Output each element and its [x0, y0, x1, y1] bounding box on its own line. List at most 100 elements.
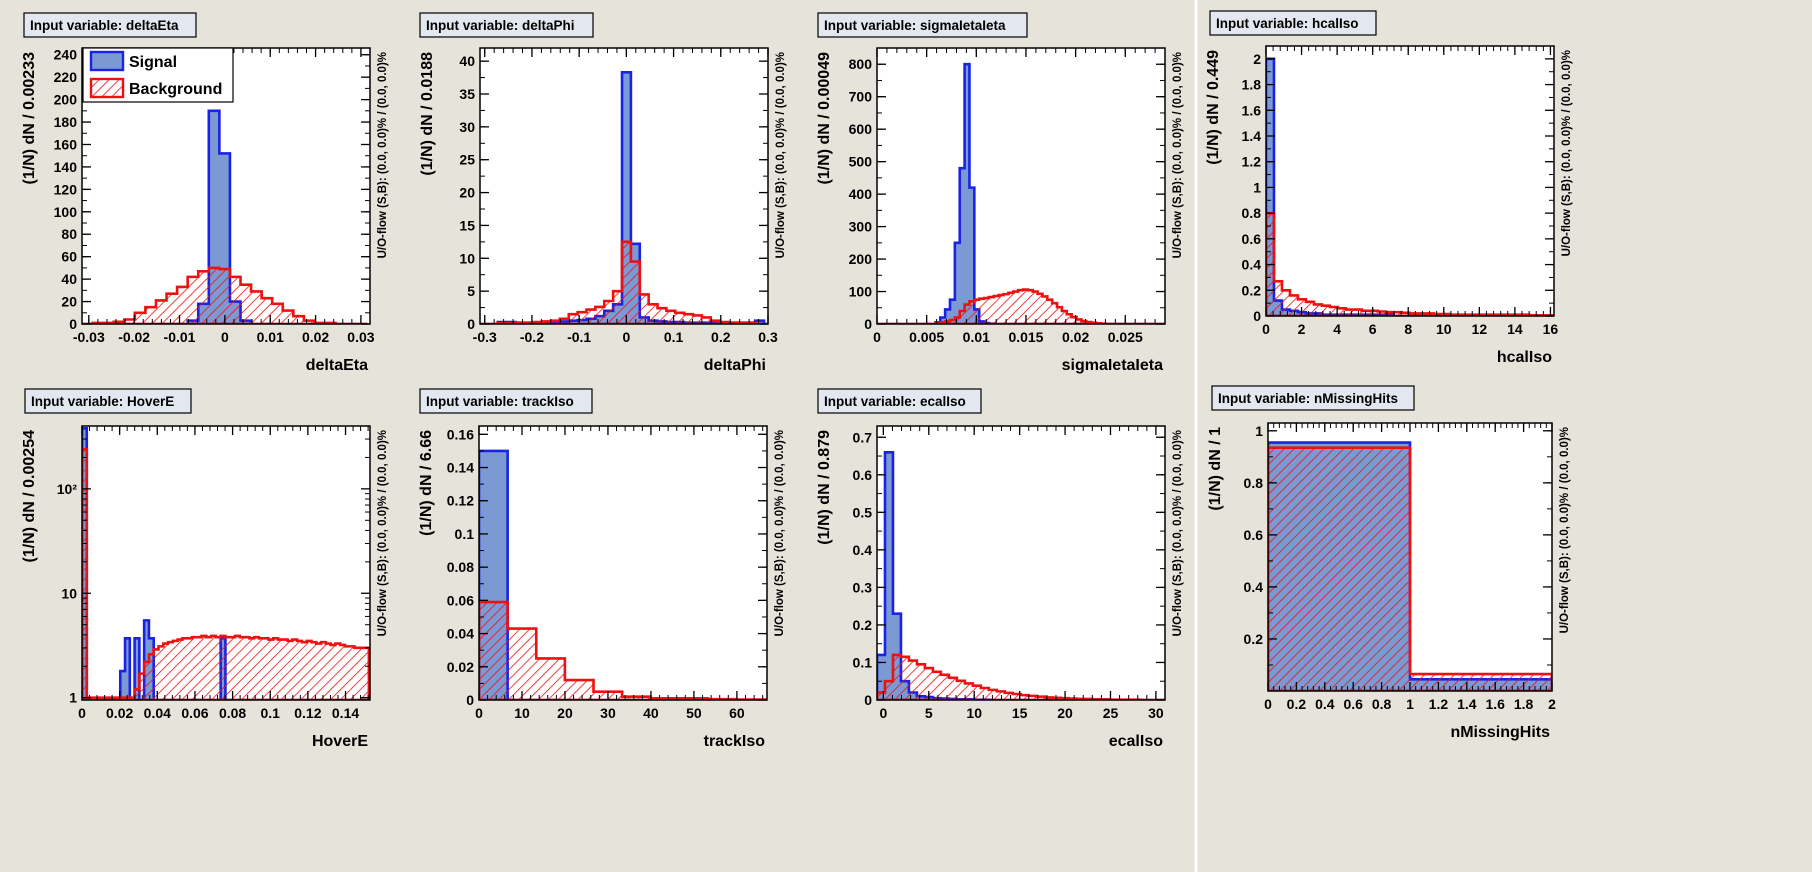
x-tick-label: 10: [1436, 321, 1452, 337]
chart-panel: Input variable: deltaPhi -0.3 -0.2 -0.1 0 0.1…: [419, 12, 787, 374]
chart-title: Input variable: hcalIso: [1216, 16, 1359, 31]
y-tick-label: 0.4: [1244, 579, 1264, 595]
y-tick-label: 0.1: [455, 526, 475, 542]
y-tick-label: 20: [459, 185, 475, 201]
y-tick-label: 0.04: [447, 626, 474, 642]
x-tick-label: 10: [514, 705, 530, 721]
x-tick-label: 0: [221, 329, 229, 345]
x-axis-label: ecalIso: [1109, 733, 1163, 750]
x-tick-label: 0.8: [1372, 696, 1392, 712]
y-tick-label: 60: [61, 249, 77, 265]
y-tick-label: 10: [61, 585, 77, 601]
y-tick-label: 500: [849, 154, 873, 170]
chart-panel: Input variable: deltaEta -0.03 -0.02 -0.01 0…: [21, 12, 389, 374]
x-tick-label: 1.2: [1429, 696, 1449, 712]
x-tick-label: 14: [1507, 321, 1523, 337]
x-tick-label: 1.6: [1485, 696, 1505, 712]
y-tick-label: 20: [61, 294, 77, 310]
overflow-label: U/O-flow (S,B): (0.0, 0.0)% / (0.0, 0.0)…: [377, 52, 389, 258]
x-tick-label: 0: [1262, 321, 1270, 337]
overflow-label: U/O-flow (S,B): (0.0, 0.0)% / (0.0, 0.0)…: [1561, 50, 1573, 256]
chart-title: Input variable: HoverE: [31, 394, 174, 409]
y-tick-label: 1.2: [1242, 154, 1262, 170]
x-tick-label: 16: [1543, 321, 1559, 337]
y-tick-label: 300: [849, 219, 873, 235]
y-tick-label: 0.7: [853, 429, 873, 445]
y-tick-label: 35: [459, 86, 475, 102]
x-tick-label: 8: [1404, 321, 1412, 337]
chart-title-box: [23, 12, 197, 38]
x-tick-label: 0.12: [294, 705, 321, 721]
y-tick-label: 0.4: [1242, 257, 1262, 273]
y-axis-label: (1/N) dN / 0.0188: [419, 52, 436, 176]
y-tick-label: 1.8: [1242, 77, 1262, 93]
x-axis-label: trackIso: [704, 733, 766, 750]
x-tick-label: 4: [1333, 321, 1341, 337]
chart-title: Input variable: deltaEta: [30, 18, 179, 33]
y-tick-label: 40: [61, 271, 77, 287]
signal-histogram: [82, 109, 368, 324]
histograms: [82, 109, 368, 324]
y-tick-label: 30: [459, 119, 475, 135]
x-tick-label: 0.005: [909, 329, 944, 345]
y-tick-label: 0.2: [1242, 282, 1262, 298]
y-tick-label: 140: [54, 159, 78, 175]
plot-frame: [479, 47, 769, 325]
chart-title-box: [419, 12, 594, 38]
background-histogram: [1266, 211, 1554, 316]
x-tick-label: 6: [1369, 321, 1377, 337]
signal-histogram: [479, 449, 767, 700]
x-tick-label: -0.02: [118, 329, 150, 345]
chart-title-box: [817, 12, 1028, 38]
x-tick-label: 0.14: [332, 705, 359, 721]
y-tick-label: 240: [54, 47, 78, 63]
x-tick-label: -0.03: [73, 329, 105, 345]
chart-title-box: [817, 388, 982, 414]
y-tick-label: 200: [54, 92, 78, 108]
y-tick-label: 0.16: [447, 426, 474, 442]
plot-area: [877, 426, 1165, 700]
background-histogram: [877, 653, 1165, 700]
y-tick-label: 0.8: [1242, 205, 1262, 221]
background-histogram: [1268, 446, 1552, 691]
x-tick-label: 60: [729, 705, 745, 721]
x-tick-label: 0: [873, 329, 881, 345]
y-tick-label: 80: [61, 226, 77, 242]
y-tick-label: 100: [54, 204, 78, 220]
y-tick-label: 400: [849, 186, 873, 202]
chart-title-box: [24, 388, 192, 414]
plot-area: [1266, 46, 1554, 316]
plot-frame: [478, 425, 768, 701]
y-tick-label: 0: [864, 692, 872, 708]
y-tick-label: 0.08: [447, 559, 474, 575]
x-tick-label: 0: [879, 705, 887, 721]
x-tick-label: 0.1: [261, 705, 281, 721]
y-tick-label: 220: [54, 69, 78, 85]
x-tick-label: 0.08: [219, 705, 246, 721]
x-tick-label: 1.8: [1514, 696, 1534, 712]
y-tick-label: 0.1: [853, 654, 873, 670]
x-tick-label: 0: [1264, 696, 1272, 712]
plot-frame: [876, 47, 1166, 325]
x-tick-label: 0.3: [758, 329, 778, 345]
chart-title-box: [1209, 10, 1377, 36]
plot-area: [877, 48, 1165, 324]
chart-title: Input variable: deltaPhi: [426, 18, 575, 33]
y-tick-label: 10²: [57, 481, 78, 497]
x-axis-label: sigmaIetaIeta: [1062, 357, 1163, 374]
x-tick-label: 1.4: [1457, 696, 1477, 712]
chart-title: Input variable: trackIso: [426, 394, 574, 409]
x-tick-label: 25: [1103, 705, 1119, 721]
y-tick-label: 0: [1253, 308, 1261, 324]
y-tick-label: 0.2: [1244, 631, 1264, 647]
chart-panel: Input variable: ecalIso 0 5 10 15 20 25 30 0 0.1 0…: [816, 388, 1184, 750]
y-tick-label: 15: [459, 217, 475, 233]
y-tick-label: 0: [69, 316, 77, 332]
plot-frame: [81, 425, 371, 701]
x-tick-label: 10: [966, 705, 982, 721]
x-tick-label: 1: [1406, 696, 1414, 712]
y-tick-label: 1: [1255, 423, 1263, 439]
x-tick-label: 0.06: [181, 705, 208, 721]
x-tick-label: -0.1: [567, 329, 591, 345]
